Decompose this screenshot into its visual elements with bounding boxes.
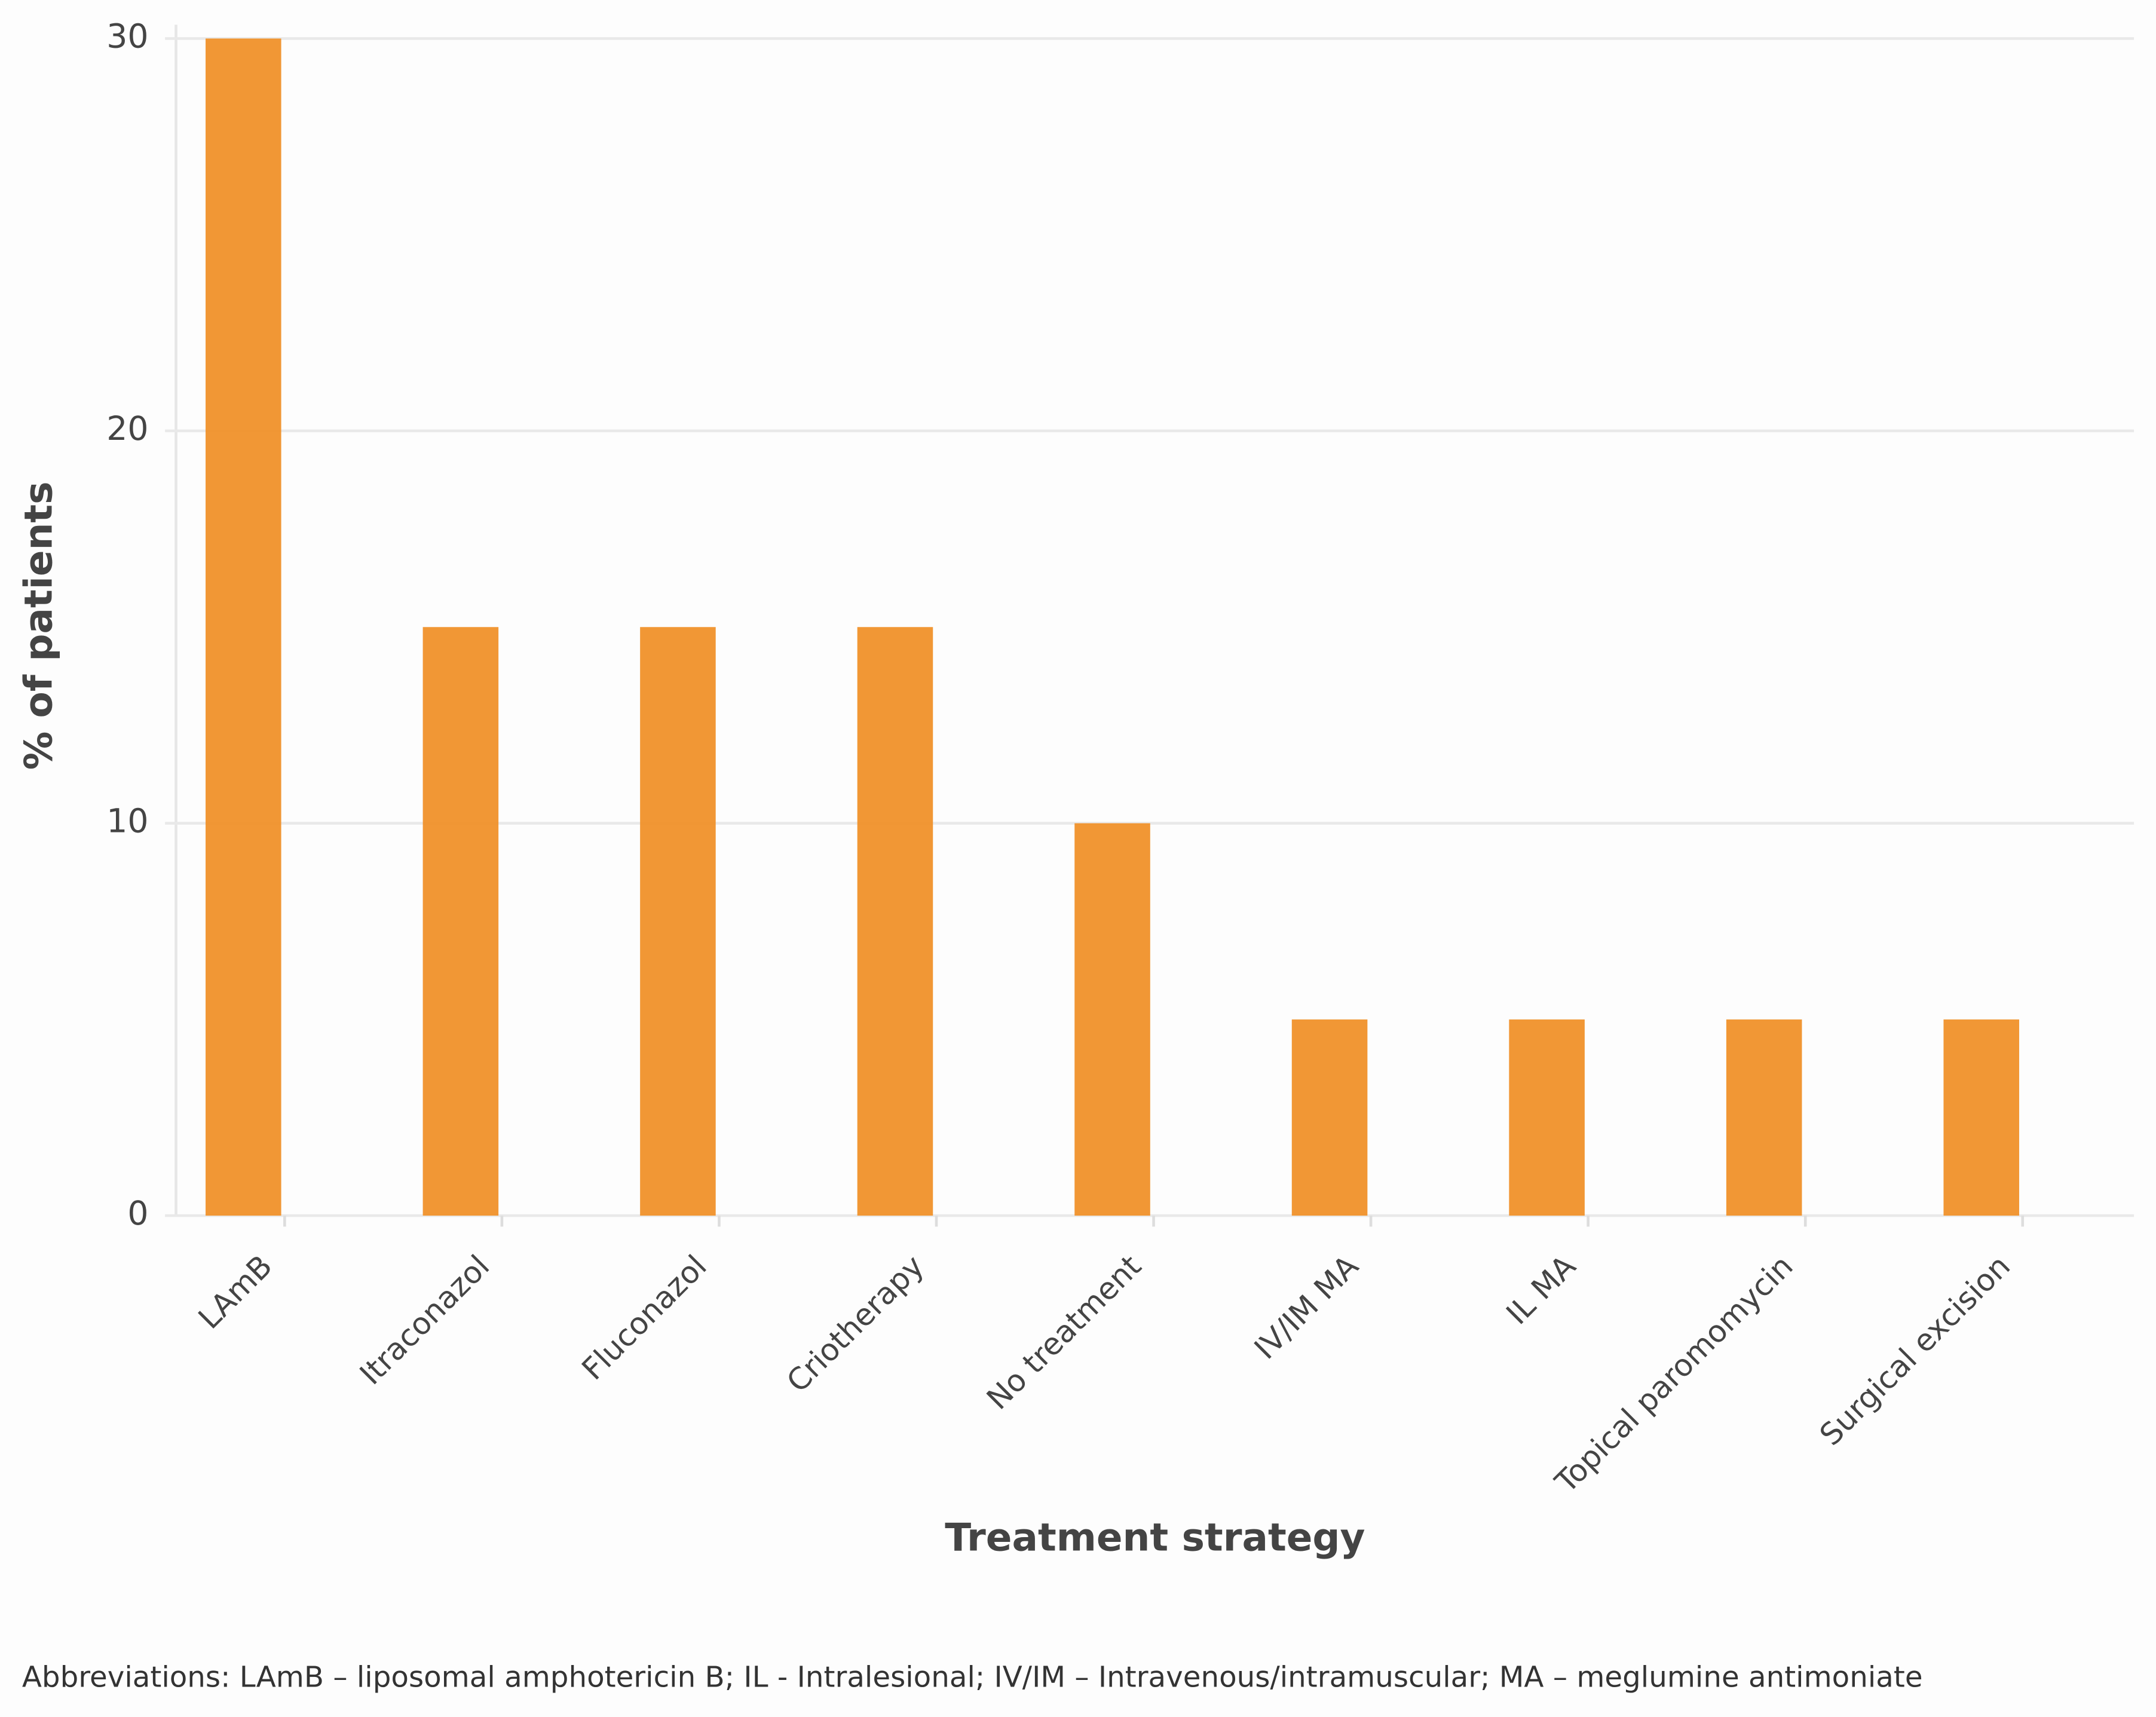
x-axis-title: Treatment strategy <box>945 1516 1365 1560</box>
y-axis-title: % of patients <box>17 482 62 770</box>
bar <box>640 627 716 1216</box>
bar <box>1943 1019 2020 1216</box>
bar <box>1726 1019 1802 1216</box>
x-tick-label: Criotherapy <box>780 1248 931 1400</box>
x-tick-label: Itraconazol <box>353 1248 497 1392</box>
y-tick-label: 0 <box>127 1195 148 1233</box>
bar <box>1291 1019 1368 1216</box>
x-tick-label: Fluconazol <box>575 1248 713 1387</box>
x-tick-label: No treatment <box>980 1248 1148 1416</box>
y-tick-label: 30 <box>106 18 148 56</box>
y-tick-label: 20 <box>106 410 148 448</box>
x-tick-label: Surgical excision <box>1813 1248 2017 1452</box>
bar <box>857 627 933 1216</box>
x-tick-label: IV/IM MA <box>1248 1248 1365 1366</box>
bar <box>206 38 281 1216</box>
bar <box>1509 1019 1585 1216</box>
bar <box>422 627 499 1216</box>
y-tick-label: 10 <box>106 803 148 841</box>
x-tick-label: LAmB <box>191 1248 278 1336</box>
bar <box>1074 823 1150 1216</box>
footnote: Abbreviations: LAmB – liposomal amphoter… <box>22 1660 1923 1694</box>
x-tick-label: IL MA <box>1499 1248 1582 1331</box>
x-tick-label: Topical paromomycin <box>1548 1248 1799 1500</box>
